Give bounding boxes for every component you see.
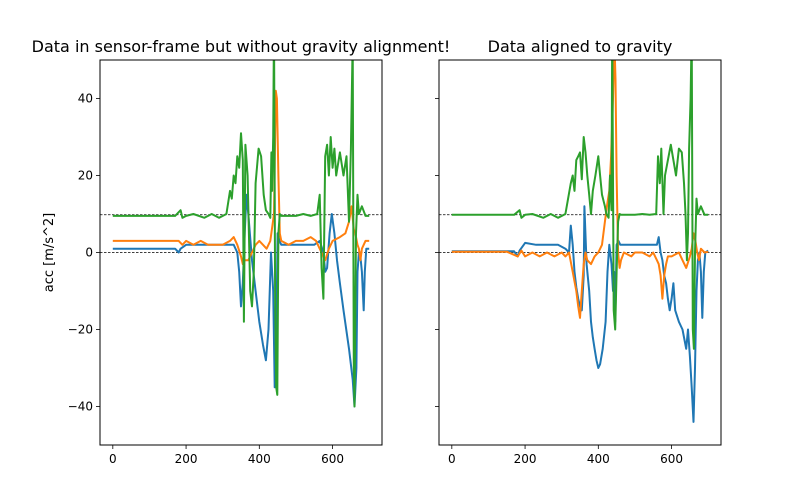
x-tick-label: 0 <box>448 452 456 466</box>
plot-frame <box>99 59 383 446</box>
series-line-orange <box>451 60 709 319</box>
reference-lines <box>100 214 382 253</box>
right-chart-panel: Data aligned to gravity 0 200 400 600 <box>435 37 722 466</box>
series-group <box>451 60 709 423</box>
y-axis-label: acc [m/s^2] <box>42 213 57 293</box>
axis-ticks: 0 200 400 600 <box>435 98 683 466</box>
x-tick-label: 400 <box>248 452 271 466</box>
x-tick-label: 600 <box>321 452 344 466</box>
x-tick-label: 200 <box>514 452 537 466</box>
y-tick-label: −20 <box>68 323 93 337</box>
series-line-green <box>451 60 709 350</box>
series-group <box>112 60 370 408</box>
x-tick-label: 200 <box>175 452 198 466</box>
y-tick-label: 20 <box>78 169 93 183</box>
plot-frame <box>438 59 722 446</box>
x-tick-label: 0 <box>109 452 117 466</box>
y-tick-label: 0 <box>85 246 93 260</box>
chart-title: Data in sensor-frame but without gravity… <box>32 37 451 56</box>
x-tick-label: 400 <box>587 452 610 466</box>
series-line-green <box>112 60 370 408</box>
x-tick-label: 600 <box>660 452 683 466</box>
chart-title: Data aligned to gravity <box>488 37 673 56</box>
left-chart-panel: Data in sensor-frame but without gravity… <box>32 37 451 467</box>
axis-ticks: 0 200 400 600 −40 −20 0 20 40 <box>68 92 344 467</box>
y-tick-label: 40 <box>78 92 93 106</box>
y-tick-label: −40 <box>68 400 93 414</box>
reference-lines <box>439 214 721 253</box>
